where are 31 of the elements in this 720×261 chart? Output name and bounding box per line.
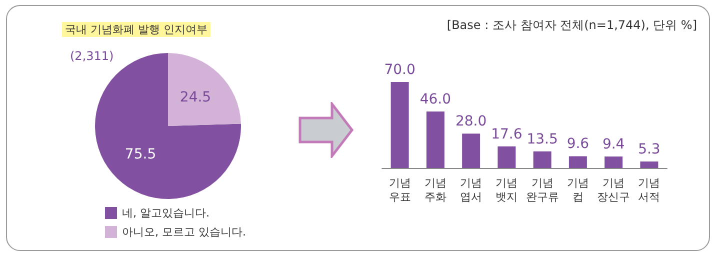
x-tick-label: 기념 서적 [638,176,660,204]
bar [462,134,480,168]
x-tick-label: 기념 완구류 [526,176,559,204]
x-tick-label: 기념 주화 [424,176,446,204]
bar [426,111,444,168]
bar [640,161,658,168]
data-label: 75.5 [124,146,156,162]
data-label: 9.4 [602,136,625,152]
chart-title: 국내 기념화폐 발행 인지여부 [65,23,208,36]
data-label: 5.3 [638,141,660,158]
legend-label: 네, 알고있습니다. [122,206,210,220]
x-tick-label: 기념 우표 [388,176,411,204]
bar [568,156,587,168]
legend-label: 아니오, 모르고 있습니다. [122,226,246,238]
data-label: 17.6 [491,126,522,142]
data-label: 24.5 [180,90,212,106]
text: [Base : 조사 참여자 전체(n=1,744), 단위 %] [446,18,697,32]
bar [498,146,516,168]
data-label: 9.6 [566,136,590,152]
data-label: 28.0 [455,114,487,130]
x-tick-label: 기념 뱃지 [496,176,518,204]
x-tick-label: 기념 컵 [566,176,589,204]
bar [604,156,623,168]
bar [390,82,409,168]
data-label: 70.0 [384,62,416,78]
x-tick-label: 기념 장신구 [597,176,630,204]
data-label: 46.0 [420,91,452,108]
text: (2,311) [70,49,114,63]
bar [533,151,552,168]
data-label: 13.5 [526,131,558,148]
x-tick-label: 기념 엽서 [460,176,482,204]
